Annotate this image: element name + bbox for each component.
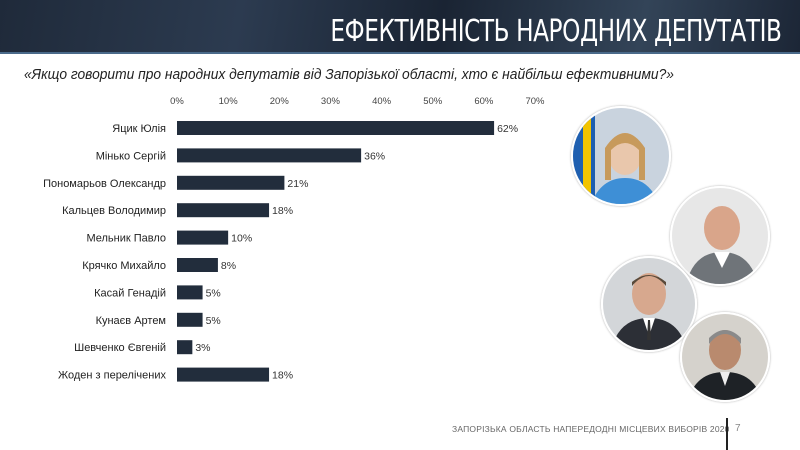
photo-portrait-man-suit bbox=[601, 256, 697, 352]
x-tick-label: 30% bbox=[321, 96, 341, 107]
x-tick-label: 0% bbox=[170, 96, 184, 107]
x-tick-label: 50% bbox=[423, 96, 443, 107]
data-label: 18% bbox=[272, 370, 293, 382]
data-label: 10% bbox=[231, 233, 252, 245]
bar-4 bbox=[177, 203, 270, 218]
footer-divider bbox=[726, 418, 728, 450]
bar-8 bbox=[177, 312, 203, 327]
data-label: 5% bbox=[206, 287, 221, 299]
data-label: 5% bbox=[206, 315, 221, 327]
category-label: Жоден з перелічених bbox=[58, 370, 167, 382]
bar-9 bbox=[177, 340, 193, 355]
bar-5 bbox=[177, 230, 229, 245]
x-tick-label: 40% bbox=[372, 96, 392, 107]
photo-portrait-man-gray-hair bbox=[680, 312, 770, 402]
category-label: Кунаєв Артем bbox=[96, 315, 166, 327]
category-label: Крячко Михайло bbox=[82, 260, 166, 272]
category-label: Яцик Юлія bbox=[112, 123, 166, 135]
photo-portrait-man-bald bbox=[670, 186, 770, 286]
page-title: ЕФЕКТИВНІСТЬ НАРОДНИХ ДЕПУТАТІВ bbox=[330, 14, 783, 49]
survey-question: «Якщо говорити про народних депутатів ві… bbox=[24, 66, 674, 83]
bar-3 bbox=[177, 175, 285, 190]
bar-2 bbox=[177, 148, 362, 163]
x-tick-label: 20% bbox=[270, 96, 290, 107]
data-label: 8% bbox=[221, 260, 236, 272]
data-label: 18% bbox=[272, 205, 293, 217]
bar-10 bbox=[177, 367, 270, 382]
bar-6 bbox=[177, 258, 218, 272]
page-number: 7 bbox=[735, 423, 741, 434]
category-label: Пономарьов Олександр bbox=[43, 178, 166, 190]
category-label: Шевченко Євгеній bbox=[74, 342, 166, 354]
x-tick-label: 60% bbox=[474, 96, 494, 107]
photo-portrait-woman bbox=[571, 106, 671, 206]
bar-7 bbox=[177, 285, 203, 300]
x-tick-label: 10% bbox=[219, 96, 239, 107]
data-label: 36% bbox=[364, 150, 385, 162]
data-label: 21% bbox=[287, 178, 308, 190]
data-label: 62% bbox=[497, 123, 518, 135]
x-tick-label: 70% bbox=[525, 96, 545, 107]
category-label: Кальцев Володимир bbox=[62, 205, 166, 217]
header-banner: ЕФЕКТИВНІСТЬ НАРОДНИХ ДЕПУТАТІВ bbox=[0, 0, 800, 54]
footer-text: ЗАПОРІЗЬКА ОБЛАСТЬ НАПЕРЕДОДНІ МІСЦЕВИХ … bbox=[452, 424, 730, 434]
category-label: Мельник Павло bbox=[86, 233, 166, 245]
bar-1 bbox=[177, 121, 495, 135]
bar-chart: 0% 10% 20% 30% 40% 50% 60% 70% Яцик Юлія 62% Міньк… bbox=[43, 96, 545, 382]
category-label: Касай Генадій bbox=[94, 287, 166, 299]
data-label: 3% bbox=[195, 342, 210, 354]
category-label: Мінько Сергій bbox=[96, 150, 166, 162]
